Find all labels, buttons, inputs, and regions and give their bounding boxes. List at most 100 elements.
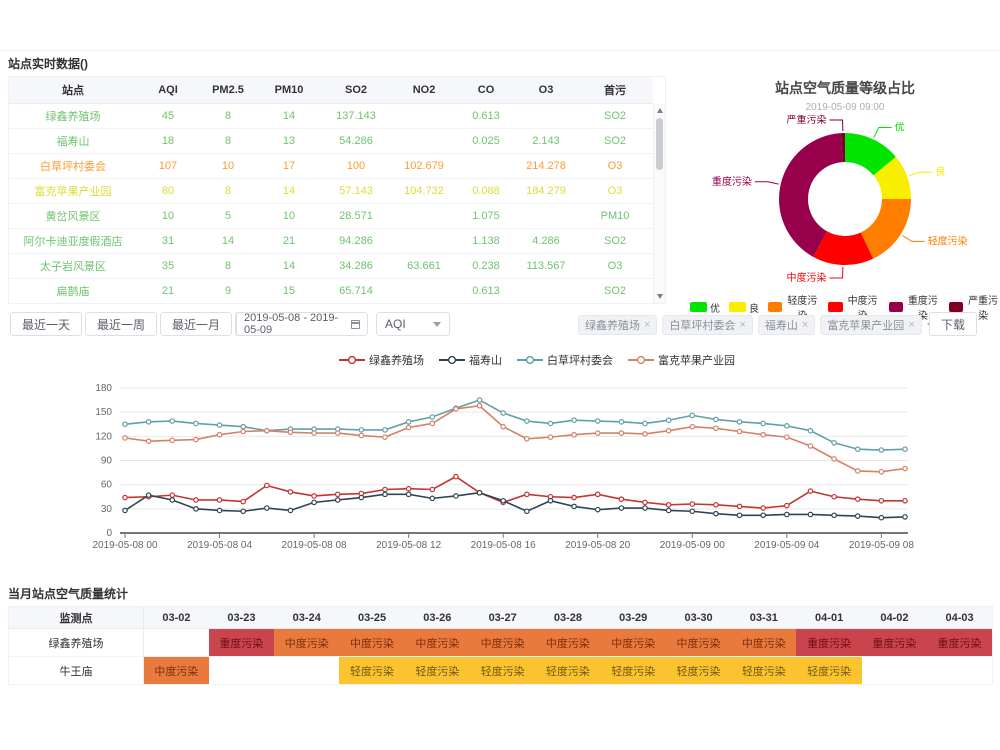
station-tag-label: 富克苹果产业园 bbox=[827, 320, 905, 332]
data-point bbox=[429, 486, 436, 493]
station-row[interactable]: 黄岔风景区 10 5 10 28.571 1.075 PM10 bbox=[9, 202, 653, 228]
series-legend-item[interactable]: 白草坪村委会 bbox=[517, 352, 613, 368]
donut-legend-item[interactable]: 良 bbox=[729, 300, 759, 315]
metric-select[interactable]: AQI bbox=[376, 312, 450, 336]
station-row[interactable]: 福寿山 18 8 13 54.286 0.025 2.143 SO2 bbox=[9, 127, 653, 153]
scroll-down-icon[interactable] bbox=[657, 294, 663, 299]
value-cell: 137.143 bbox=[321, 102, 391, 128]
quick-range-button[interactable]: 最近一天 bbox=[10, 312, 83, 336]
data-point bbox=[878, 514, 885, 521]
scrollbar-thumb[interactable] bbox=[656, 118, 663, 170]
station-name-cell: 牛王庙 bbox=[8, 656, 144, 685]
donut-slice[interactable] bbox=[779, 133, 843, 257]
y-axis-label: 90 bbox=[101, 456, 113, 467]
empty-cell bbox=[861, 656, 928, 685]
value-cell: 14 bbox=[257, 177, 321, 203]
data-point bbox=[216, 507, 223, 514]
calendar-icon bbox=[351, 319, 360, 329]
legend-label: 绿鑫养殖场 bbox=[369, 355, 424, 367]
station-row[interactable]: 绿鑫养殖场 45 8 14 137.143 0.613 SO2 bbox=[9, 102, 653, 128]
data-point bbox=[831, 456, 837, 462]
series-legend-item[interactable]: 福寿山 bbox=[439, 352, 502, 368]
donut-legend-item[interactable]: 重度污染 bbox=[888, 292, 940, 322]
value-cell: 9 bbox=[199, 277, 257, 303]
data-point bbox=[287, 429, 294, 436]
pollution-level-cell: 轻度污染 bbox=[469, 656, 536, 685]
legend-swatch bbox=[828, 302, 843, 312]
tag-close-icon[interactable]: × bbox=[739, 319, 746, 331]
column-header: 03-25 bbox=[339, 606, 405, 629]
data-point bbox=[311, 493, 317, 499]
tag-close-icon[interactable]: × bbox=[644, 319, 651, 331]
monthly-stats-panel: 当月站点空气质量统计 监测点 03-02 03-23 03-24 03-25 03-26 0… bbox=[8, 585, 994, 685]
data-point bbox=[831, 512, 837, 519]
tag-close-icon[interactable]: × bbox=[801, 319, 809, 331]
value-cell: 10 bbox=[257, 202, 321, 228]
data-point bbox=[193, 497, 199, 503]
data-point bbox=[689, 501, 696, 507]
quick-range-button[interactable]: 最近一周 bbox=[85, 312, 158, 336]
data-point bbox=[193, 506, 199, 512]
station-row[interactable]: 富克苹果产业园 80 8 14 57.143 104.732 0.088 184.279 O3 bbox=[9, 177, 653, 203]
data-point bbox=[571, 494, 577, 501]
data-point bbox=[760, 512, 766, 519]
data-point bbox=[122, 435, 128, 441]
station-tag[interactable]: 绿鑫养殖场 × bbox=[578, 315, 658, 335]
value-cell: 13 bbox=[257, 127, 321, 153]
donut-slice[interactable] bbox=[860, 199, 911, 259]
donut-legend-item[interactable]: 严重污染 bbox=[948, 292, 1000, 322]
value-cell: O3 bbox=[577, 177, 653, 203]
station-tag-label: 福寿山 bbox=[764, 320, 798, 332]
legend-swatch bbox=[888, 302, 903, 312]
data-point bbox=[902, 514, 908, 520]
donut-legend-item[interactable]: 优 bbox=[690, 300, 720, 315]
station-tag[interactable]: 富克苹果产业园 × bbox=[820, 315, 922, 335]
download-button[interactable]: 下载 bbox=[928, 312, 977, 336]
value-cell: 1.075 bbox=[457, 202, 515, 228]
data-point bbox=[287, 489, 294, 495]
data-point bbox=[807, 488, 814, 494]
value-cell: 104.732 bbox=[391, 177, 457, 203]
scroll-up-icon[interactable] bbox=[657, 108, 663, 113]
legend-line-marker bbox=[628, 355, 654, 365]
donut-slice[interactable] bbox=[873, 156, 911, 199]
series-legend-item[interactable]: 绿鑫养殖场 bbox=[339, 352, 424, 368]
tag-close-icon[interactable]: × bbox=[908, 319, 915, 331]
value-cell bbox=[391, 227, 457, 253]
value-cell: 107 bbox=[137, 152, 199, 178]
series-legend-item[interactable]: 富克苹果产业园 bbox=[628, 352, 735, 368]
data-point bbox=[169, 437, 176, 444]
pollution-level-cell: 重度污染 bbox=[927, 628, 993, 657]
station-tag[interactable]: 白草坪村委会 × bbox=[662, 315, 753, 335]
value-cell: 15 bbox=[257, 277, 321, 303]
station-row[interactable]: 阿尔卡迪亚度假酒店 31 14 21 94.286 1.138 4.286 SO2 bbox=[9, 227, 653, 253]
data-point bbox=[382, 427, 388, 433]
donut-label-line bbox=[829, 266, 844, 279]
station-tag[interactable]: 福寿山 × bbox=[757, 315, 816, 335]
station-row[interactable]: 白草坪村委会 107 10 17 100 102.679 214.278 O3 bbox=[9, 152, 653, 178]
station-row[interactable]: 太子岩风景区 35 8 14 34.286 63.661 0.238 113.567 O3 bbox=[9, 252, 653, 278]
data-point bbox=[831, 439, 837, 446]
station-row[interactable]: 扁鹊庙 21 9 15 65.714 0.613 SO2 bbox=[9, 277, 653, 303]
donut-slice[interactable] bbox=[845, 133, 896, 176]
value-cell: 31 bbox=[137, 227, 199, 253]
data-point bbox=[500, 423, 506, 430]
data-point bbox=[145, 419, 152, 425]
data-point bbox=[713, 416, 719, 423]
value-cell: 2.143 bbox=[515, 127, 577, 153]
legend-line-marker bbox=[339, 355, 365, 365]
column-header: 首污 bbox=[577, 77, 653, 104]
donut-label-line bbox=[873, 127, 892, 138]
date-range-input[interactable]: 2019-05-08 - 2019-05-09 bbox=[236, 312, 368, 336]
station-row: 绿鑫养殖场 重度污染 中度污染 中度污染 中度污染 中度污染 中度污染 中度污染 中度污染 中度污… bbox=[8, 628, 993, 657]
quick-range-button[interactable]: 最近一月 bbox=[160, 312, 233, 336]
table-scrollbar[interactable] bbox=[653, 104, 665, 303]
donut-slice[interactable] bbox=[840, 133, 845, 163]
stations-multiselect[interactable]: 绿鑫养殖场 × 白草坪村委会 × 福寿山 × 富克苹果产业园 × bbox=[578, 313, 935, 337]
pollution-level-cell: 中度污染 bbox=[339, 628, 405, 657]
series-line bbox=[124, 475, 905, 509]
donut-slice[interactable] bbox=[813, 231, 874, 265]
data-point bbox=[854, 468, 861, 474]
data-point bbox=[311, 430, 317, 436]
